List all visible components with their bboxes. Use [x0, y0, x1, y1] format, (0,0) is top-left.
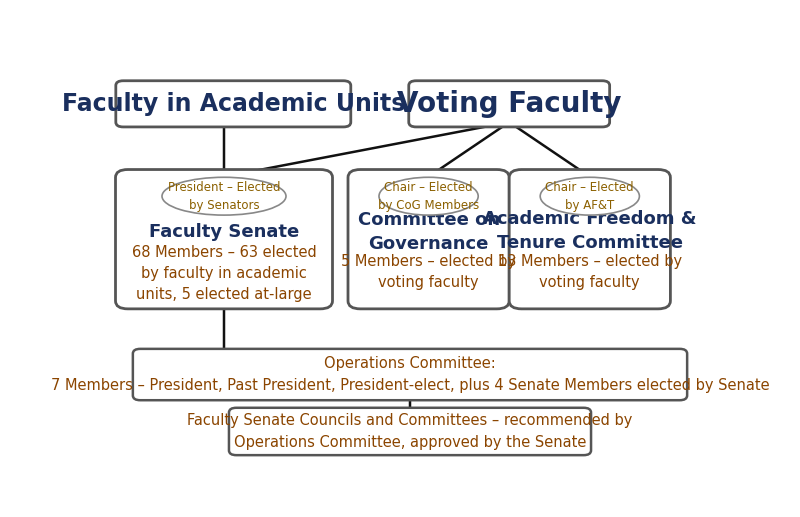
- FancyBboxPatch shape: [409, 81, 610, 127]
- Text: Faculty Senate Councils and Committees – recommended by
Operations Committee, ap: Faculty Senate Councils and Committees –…: [187, 413, 633, 450]
- FancyBboxPatch shape: [348, 170, 510, 309]
- Text: Academic Freedom &
Tenure Committee: Academic Freedom & Tenure Committee: [483, 210, 697, 252]
- Text: 68 Members – 63 elected
by faculty in academic
units, 5 elected at-large: 68 Members – 63 elected by faculty in ac…: [132, 245, 316, 301]
- Text: Operations Committee:
7 Members – President, Past President, President-elect, pl: Operations Committee: 7 Members – Presid…: [50, 356, 770, 393]
- Text: Faculty in Academic Units: Faculty in Academic Units: [62, 92, 405, 116]
- FancyBboxPatch shape: [115, 170, 333, 309]
- FancyBboxPatch shape: [229, 408, 591, 455]
- FancyBboxPatch shape: [510, 170, 670, 309]
- Ellipse shape: [540, 177, 639, 215]
- FancyBboxPatch shape: [116, 81, 350, 127]
- Text: Chair – Elected
by CoG Members: Chair – Elected by CoG Members: [378, 181, 479, 211]
- Text: 13 Members – elected by
voting faculty: 13 Members – elected by voting faculty: [498, 254, 682, 290]
- Text: Faculty Senate: Faculty Senate: [149, 223, 299, 241]
- Text: 5 Members – elected by
voting faculty: 5 Members – elected by voting faculty: [341, 254, 516, 290]
- FancyBboxPatch shape: [133, 349, 687, 400]
- Text: Committee on
Governance: Committee on Governance: [358, 211, 500, 253]
- Text: Voting Faculty: Voting Faculty: [397, 90, 622, 118]
- Text: President – Elected
by Senators: President – Elected by Senators: [168, 181, 280, 211]
- Ellipse shape: [379, 177, 478, 215]
- Text: Chair – Elected
by AF&T: Chair – Elected by AF&T: [546, 181, 634, 211]
- Ellipse shape: [162, 177, 286, 215]
